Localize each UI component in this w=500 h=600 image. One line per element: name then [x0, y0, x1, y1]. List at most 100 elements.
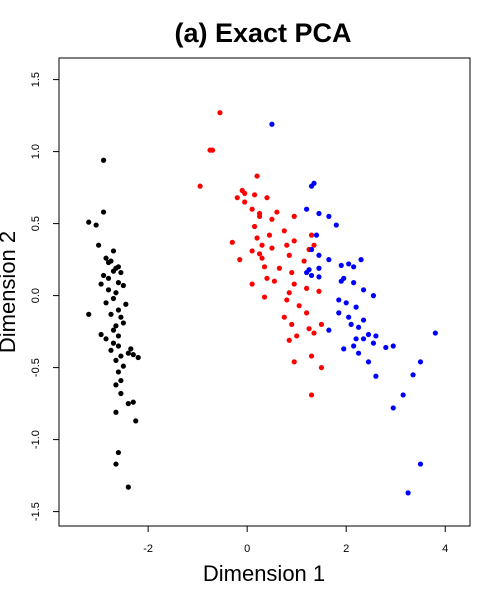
chart-title: (a) Exact PCA	[174, 18, 351, 48]
data-point	[108, 311, 114, 317]
data-point	[98, 281, 104, 287]
data-point	[125, 350, 131, 356]
data-point	[242, 190, 248, 196]
data-point	[308, 392, 315, 398]
data-point	[266, 232, 273, 238]
data-point	[125, 401, 131, 407]
data-point	[318, 365, 325, 371]
data-point	[123, 301, 129, 307]
data-point	[234, 195, 240, 201]
data-point	[100, 157, 107, 163]
series-2	[269, 121, 438, 496]
data-point	[308, 246, 315, 253]
data-point	[261, 264, 268, 270]
data-point	[103, 255, 109, 261]
x-tick-label: -2	[143, 543, 153, 555]
data-point	[390, 405, 396, 411]
data-point	[269, 245, 275, 251]
data-point	[242, 199, 248, 205]
data-point	[118, 377, 124, 384]
data-point	[360, 317, 367, 323]
data-point	[308, 272, 315, 279]
data-point	[108, 258, 114, 264]
data-point	[351, 264, 357, 270]
data-point	[341, 346, 347, 352]
y-tick-label: -1.0	[30, 430, 42, 449]
data-point	[308, 232, 315, 238]
data-point	[115, 307, 122, 313]
data-point	[311, 330, 317, 336]
data-point	[264, 275, 270, 281]
data-point	[286, 252, 292, 258]
data-point	[259, 255, 265, 261]
data-point	[237, 257, 243, 263]
data-point	[351, 280, 357, 286]
data-point	[373, 333, 379, 339]
data-point	[96, 242, 102, 248]
data-point	[313, 232, 320, 238]
data-point	[303, 206, 310, 212]
data-point	[249, 206, 255, 212]
data-point	[336, 310, 342, 316]
data-point	[256, 210, 263, 217]
data-point	[346, 261, 352, 267]
data-point	[130, 399, 136, 405]
data-point	[120, 320, 126, 326]
y-tick-label: 0.5	[30, 216, 42, 231]
data-point	[338, 278, 344, 284]
data-point	[108, 347, 114, 353]
data-point	[336, 297, 342, 303]
data-point	[115, 343, 122, 349]
data-point	[303, 285, 310, 291]
data-point	[326, 327, 332, 333]
data-point	[113, 290, 119, 296]
data-point	[291, 359, 297, 365]
data-point	[105, 287, 112, 293]
data-point	[254, 235, 260, 241]
data-point	[128, 346, 134, 352]
data-point	[365, 359, 372, 365]
data-point	[217, 110, 223, 116]
data-point	[130, 352, 136, 358]
data-point	[115, 280, 122, 286]
data-point	[118, 353, 124, 359]
data-point	[118, 314, 124, 320]
data-point	[105, 275, 112, 281]
data-point	[120, 282, 126, 289]
data-point	[271, 278, 278, 284]
data-point	[113, 461, 119, 467]
data-point	[115, 449, 122, 456]
data-point	[358, 257, 364, 263]
data-point	[286, 337, 292, 343]
y-axis-label: Dimension 2	[0, 231, 20, 353]
data-point	[110, 268, 117, 274]
data-point	[333, 222, 339, 228]
data-point	[86, 219, 92, 225]
y-tick-label: 1.5	[30, 72, 42, 87]
data-point	[289, 269, 295, 276]
data-point	[296, 303, 302, 309]
data-point	[110, 248, 117, 254]
data-point	[370, 293, 377, 299]
data-point	[261, 294, 268, 300]
data-point	[311, 242, 317, 248]
data-point	[113, 357, 119, 363]
y-tick-label: -1.5	[30, 502, 42, 521]
data-point	[256, 251, 263, 257]
data-point	[365, 331, 372, 338]
data-point	[308, 183, 315, 189]
data-point	[284, 242, 290, 248]
data-point	[291, 281, 297, 287]
data-point	[229, 239, 235, 245]
data-point	[113, 323, 119, 329]
data-point	[118, 269, 124, 276]
x-axis: -2 0 2 4	[143, 526, 448, 555]
data-point	[355, 324, 362, 330]
y-tick-label: -0.5	[30, 358, 42, 377]
data-point	[251, 192, 258, 198]
data-point	[110, 295, 117, 302]
data-point	[301, 258, 307, 264]
data-point	[249, 248, 255, 254]
data-point	[308, 353, 315, 359]
